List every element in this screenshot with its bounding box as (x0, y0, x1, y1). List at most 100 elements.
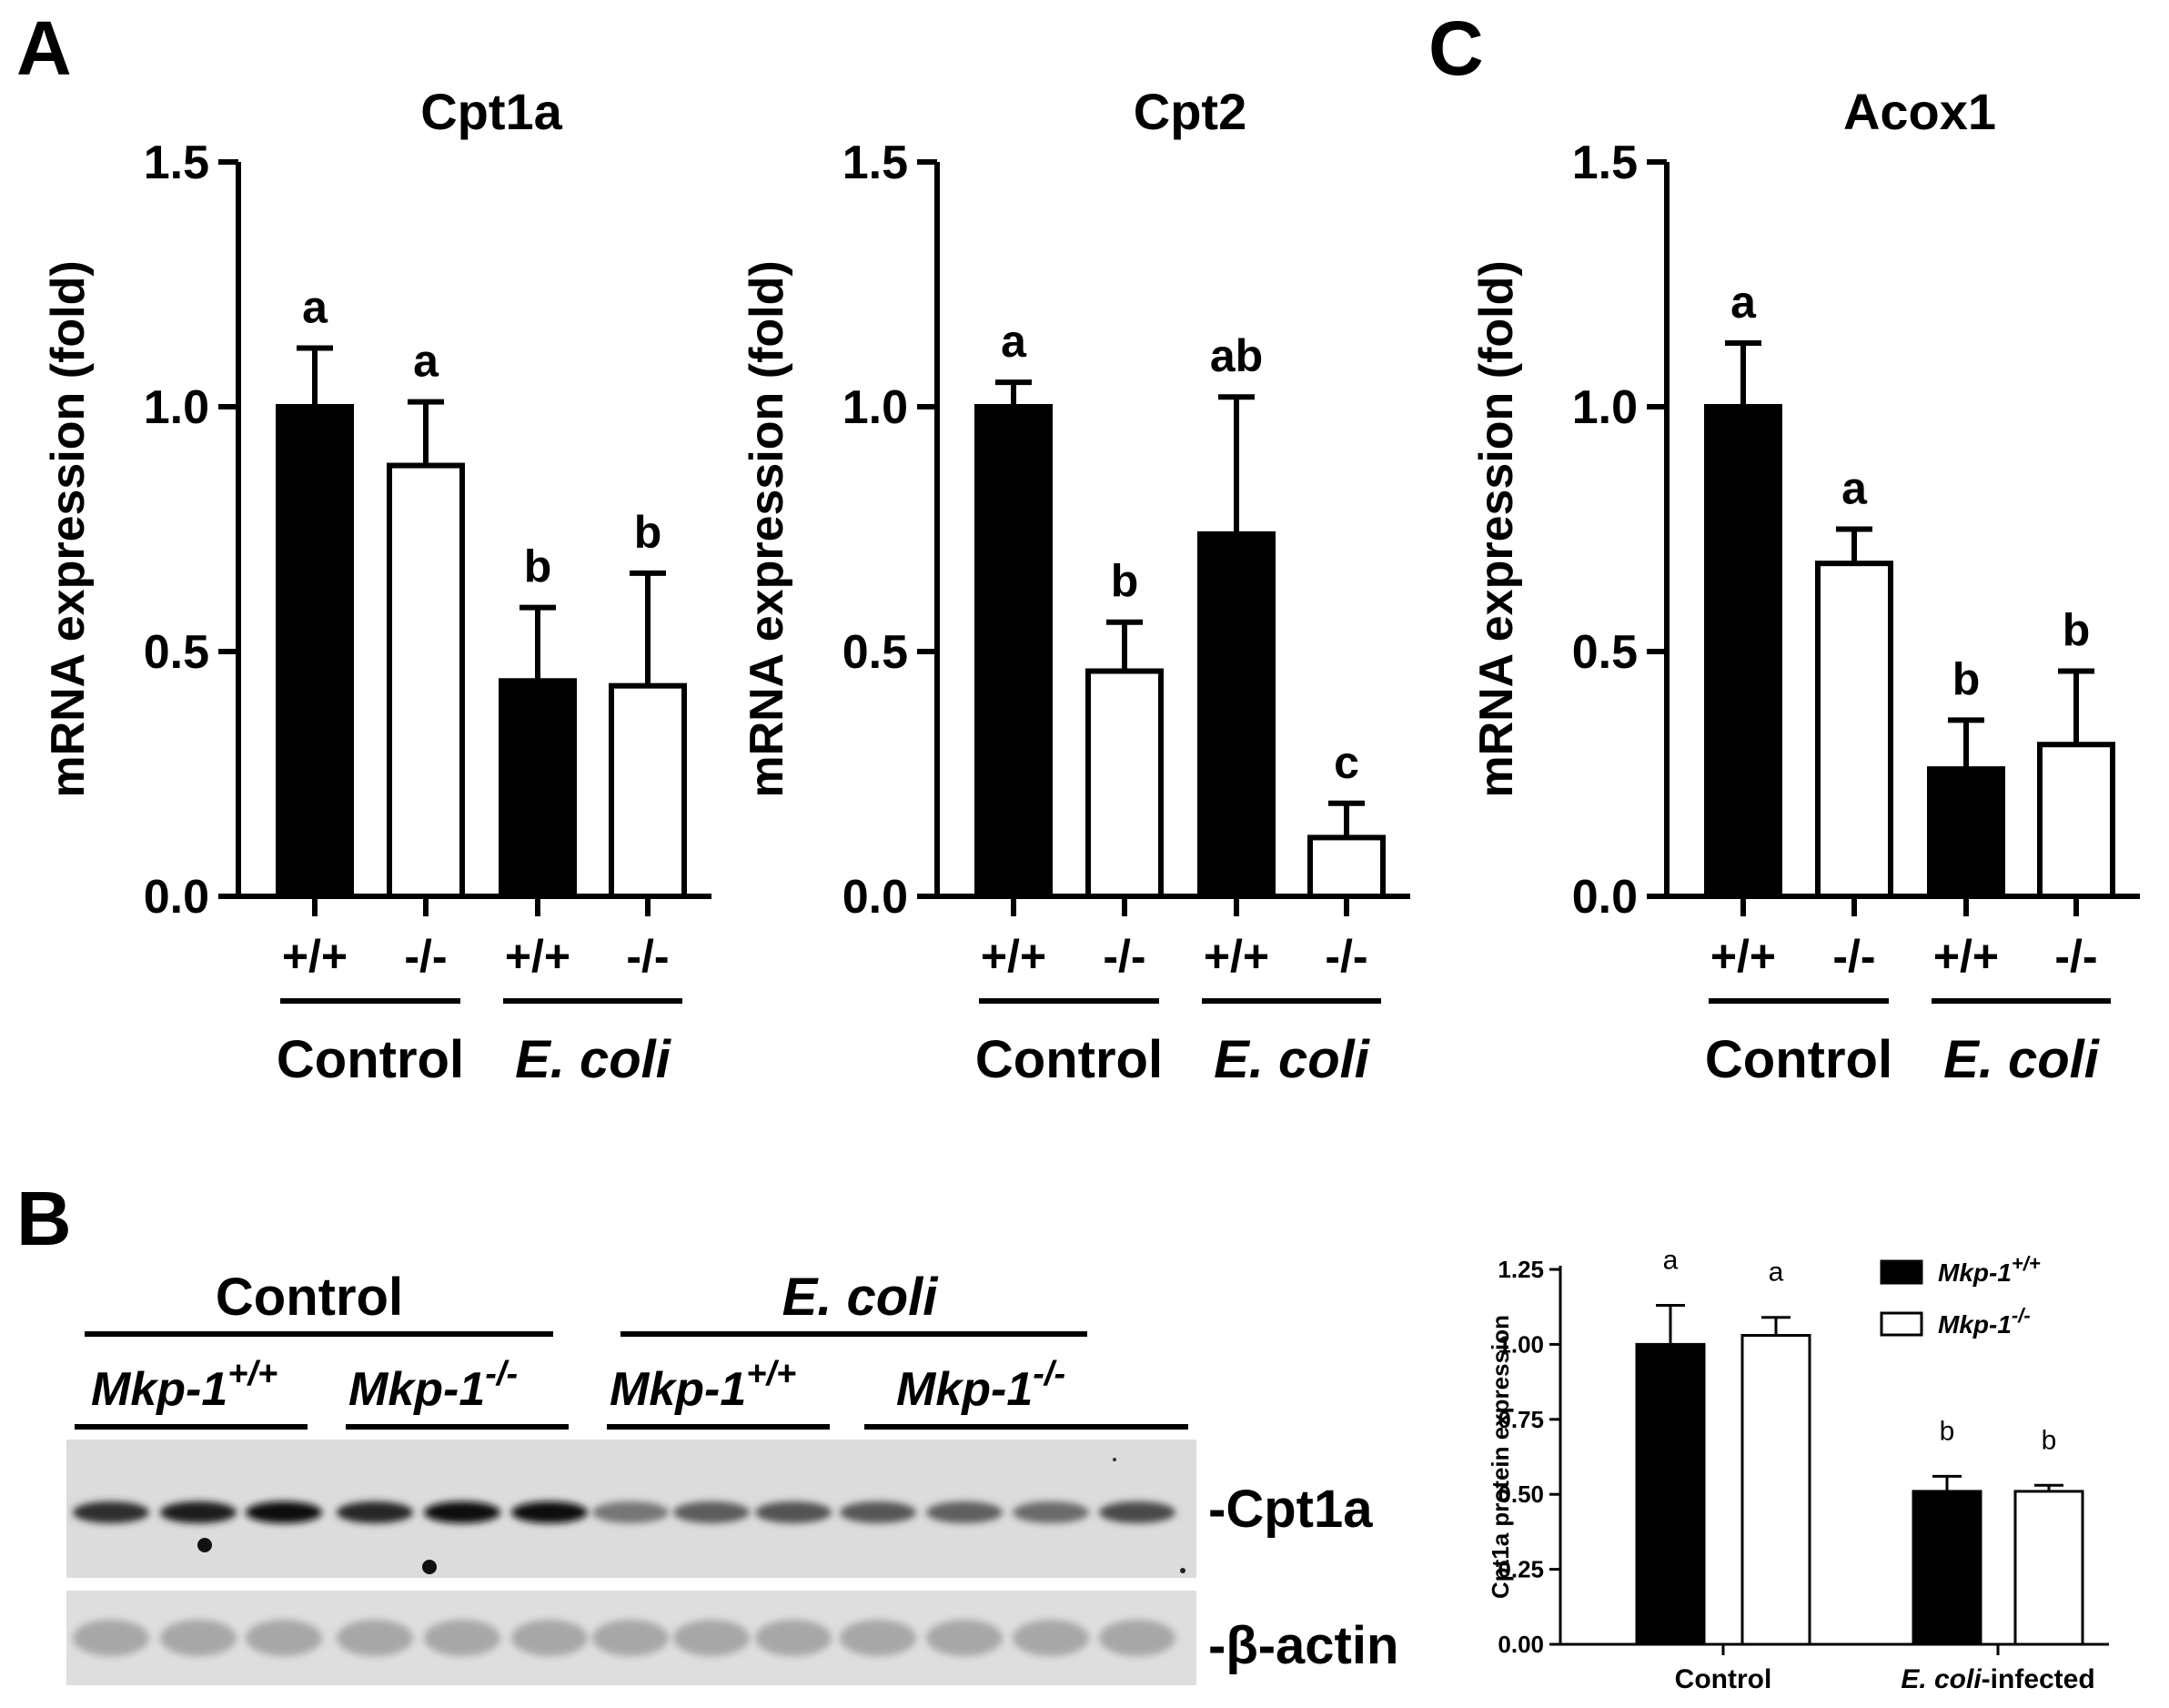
blot-band (160, 1620, 237, 1656)
x-category-label: +/+ (1710, 931, 1776, 982)
bar (1927, 766, 2005, 899)
bar (387, 462, 465, 899)
significance-label: a (413, 336, 439, 387)
blot-band (337, 1501, 413, 1523)
blot-speck-3 (1113, 1458, 1116, 1461)
y-tick-label: 0.50 (1498, 1481, 1544, 1508)
blot-band (424, 1620, 500, 1656)
blot-band (926, 1620, 1003, 1656)
blot-band (73, 1501, 149, 1523)
blot-label-cpt1a: -Cpt1a (1208, 1480, 1373, 1539)
significance-label: a (1841, 463, 1868, 514)
y-tick-label: 0.00 (1498, 1631, 1544, 1658)
blot-band (1099, 1501, 1175, 1523)
y-tick-label: 0.25 (1498, 1556, 1544, 1583)
y-axis-label: Cpt1a protein expression (1487, 1315, 1514, 1599)
blot-band (840, 1620, 916, 1656)
legend-swatch (1880, 1311, 1923, 1337)
blot-genotype-labels: Mkp-1+/+ Mkp-1-/- Mkp-1+/+ Mkp-1-/- (91, 1355, 1065, 1416)
y-tick-label: 0.5 (842, 626, 908, 679)
blot-band (424, 1501, 500, 1523)
blot-speck-2 (422, 1560, 437, 1574)
bar (609, 682, 687, 899)
group-label-ecoli: E. coli (515, 1030, 672, 1089)
significance-label: a (1001, 316, 1027, 367)
blot-band (673, 1620, 750, 1656)
significance-label: c (1334, 737, 1359, 788)
western-blot: Control E. coli Mkp-1+/+ Mkp-1-/- Mkp-1+/+… (66, 1268, 1398, 1685)
blot-genotype-label: Mkp-1+/+ (610, 1355, 796, 1416)
bar (499, 678, 577, 900)
bar (1912, 1490, 1982, 1646)
y-tick-label: 0.5 (1572, 626, 1638, 679)
blot-band (1013, 1501, 1089, 1523)
x-category-label: +/+ (505, 931, 570, 982)
y-tick-label: 1.0 (1572, 381, 1638, 434)
blot-band (592, 1501, 669, 1523)
y-axis-label: mRNA expression (fold) (42, 260, 95, 797)
bar (2013, 1490, 2084, 1646)
bar (1815, 561, 1893, 899)
group-label-control: Control (1705, 1030, 1892, 1089)
blot-bands (73, 1501, 1175, 1656)
blot-band (840, 1501, 916, 1523)
legend-swatch (1880, 1259, 1923, 1285)
y-tick-label: 1.5 (144, 136, 209, 189)
blot-label-actin: -β-actin (1208, 1616, 1398, 1675)
blot-band (73, 1620, 149, 1656)
x-category-label: -/- (626, 931, 669, 982)
x-category-label: +/+ (1204, 931, 1269, 982)
y-tick-label: 0.0 (144, 871, 209, 924)
bar (1740, 1334, 1811, 1646)
bar (2037, 742, 2115, 899)
blot-band (592, 1620, 669, 1656)
x-category-label: +/+ (1933, 931, 1999, 982)
blot-band (337, 1620, 413, 1656)
blot-group-label-ecoli: E. coli (782, 1268, 940, 1327)
y-tick-label: 1.5 (842, 136, 908, 189)
significance-label: b (1952, 653, 1981, 704)
y-tick-label: 1.5 (1572, 136, 1638, 189)
significance-label: b (2063, 605, 2091, 656)
legend-label: Mkp-1-/- (1938, 1304, 2031, 1339)
y-tick-label: 0.75 (1498, 1406, 1544, 1433)
significance-label: a (1663, 1246, 1679, 1276)
y-tick-label: 0.0 (1572, 871, 1638, 924)
bar (1085, 668, 1164, 900)
blot-band (755, 1620, 832, 1656)
blot-band (755, 1501, 832, 1523)
significance-label: b (2042, 1425, 2057, 1455)
chart-title: Cpt2 (1134, 83, 1246, 140)
acox1-mrna-chart: Acox1 mRNA expression (fold) 0.0 0.5 1.0 1.5 a… (1470, 83, 2140, 1089)
blot-speck-1 (197, 1538, 212, 1552)
y-tick-label: 1.0 (842, 381, 908, 434)
y-tick-label: 1.00 (1498, 1330, 1544, 1358)
group-label-ecoli: E. coli (1943, 1030, 2101, 1089)
blot-band (1099, 1620, 1175, 1656)
blot-genotype-label: Mkp-1+/+ (91, 1355, 277, 1416)
group-label-control: Control (277, 1030, 464, 1089)
bar (1307, 834, 1386, 899)
chart-title: Acox1 (1843, 83, 1996, 140)
significance-label: b (524, 541, 552, 592)
cpt1a-protein-chart: Cpt1a protein expression 0.00 0.25 0.50 0.75… (1487, 1246, 2109, 1694)
y-axis-label: mRNA expression (fold) (741, 260, 793, 797)
chart-title: Cpt1a (420, 83, 562, 140)
panel-letter-b: B (16, 1176, 72, 1261)
significance-label: a (1769, 1258, 1784, 1288)
x-category-label: +/+ (282, 931, 348, 982)
bar (1635, 1342, 1706, 1646)
cpt2-mrna-chart: Cpt2 mRNA expression (fold) 0.0 0.5 1.0 1.5 a +… (741, 83, 1410, 1089)
y-tick-label: 0.5 (144, 626, 209, 679)
blot-band (1013, 1620, 1089, 1656)
blot-band (246, 1620, 322, 1656)
y-axis-label: mRNA expression (fold) (1470, 260, 1523, 797)
blot-genotype-label: Mkp-1-/- (348, 1355, 518, 1416)
x-category-label: Control (1675, 1664, 1772, 1694)
significance-label: a (1730, 277, 1757, 328)
x-category-label: -/- (404, 931, 447, 982)
legend-label: Mkp-1+/+ (1938, 1252, 2041, 1287)
cpt1a-mrna-chart: Cpt1a mRNA expression (fold) 0.0 0.5 1.0 1.5 a… (42, 83, 711, 1089)
y-tick-label: 0.0 (842, 871, 908, 924)
